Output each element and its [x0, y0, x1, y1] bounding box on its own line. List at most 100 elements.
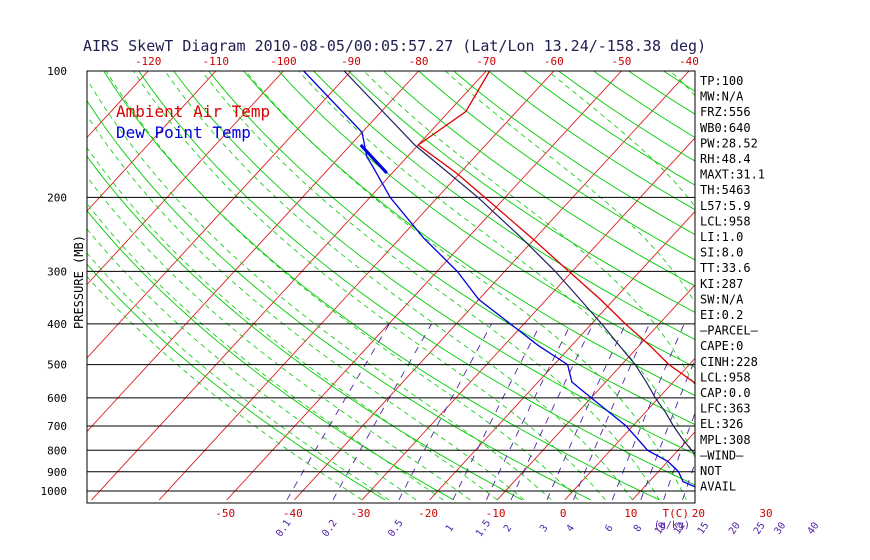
chart-title: AIRS SkewT Diagram 2010-08-05/00:05:57.2…: [83, 37, 706, 55]
dry-adiabat-line: [313, 71, 695, 340]
dry-adiabat-line: [278, 71, 695, 368]
index-label: PW:28.52: [700, 136, 758, 150]
moist-adiabat-line: [297, 71, 695, 459]
top-temp-tick-label: -60: [544, 55, 564, 68]
pressure-tick-label: 900: [47, 466, 67, 479]
mixing-ratio-line: [663, 411, 695, 501]
isotherm-line: [87, 71, 217, 212]
mixing-ratio-line: [816, 324, 866, 500]
dry-adiabat-line: [208, 71, 695, 425]
pressure-tick-label: 200: [47, 191, 67, 204]
bottom-temp-tick-label: -50: [215, 507, 235, 520]
pressure-tick-label: 500: [47, 359, 67, 372]
moist-adiabat-line: [245, 71, 687, 501]
dry-adiabat-line: [103, 71, 660, 501]
mixing-ratio-tick-label: 8: [632, 523, 644, 534]
top-temp-tick-label: -70: [476, 55, 496, 68]
mixing-ratio-tick-label: 0.1: [274, 518, 293, 539]
moist-adiabat-line: [87, 146, 498, 501]
index-label: KI:287: [700, 277, 743, 291]
dry-adiabat-line: [87, 263, 386, 501]
index-label: MPL:308: [700, 433, 751, 447]
top-temp-tick-label: -50: [611, 55, 631, 68]
dry-adiabat-line: [243, 71, 695, 396]
moist-adiabat-line: [87, 275, 363, 501]
top-temp-tick-label: -40: [679, 55, 699, 68]
legend-dewpoint: Dew Point Temp: [116, 123, 251, 142]
pressure-tick-label: 700: [47, 420, 67, 433]
mixing-ratio-ticks: 0.1 0.2 0.5 1 1.5 2 3 4 6 8 10 12 15 20 25 30 40(g/kg): [274, 518, 821, 539]
bottom-temp-tick-label: 20: [692, 507, 705, 520]
dry-adiabat-line: [138, 71, 695, 486]
mixing-ratio-line: [546, 323, 626, 501]
ambient-temp-line: [417, 71, 695, 385]
bottom-temp-unit: T(C): [663, 507, 690, 520]
top-temp-tick-label: -80: [409, 55, 429, 68]
mixing-ratio-line: [783, 324, 836, 500]
isotherm-line: [496, 284, 695, 501]
pressure-tick-label: 600: [47, 392, 67, 405]
bottom-temp-tick-label: -30: [350, 507, 370, 520]
mixing-ratio-tick-label: 4: [565, 523, 577, 534]
dry-adiabat-line: [87, 99, 591, 501]
pressure-tick-label: 1000: [41, 485, 68, 498]
mixing-ratio-line: [640, 358, 695, 501]
mixing-ratio-tick-label: 30: [772, 520, 788, 536]
mixing-ratio-tick-label: 40: [806, 520, 822, 536]
index-label: SW:N/A: [700, 292, 744, 306]
mixing-ratio-line: [332, 323, 432, 501]
dry-adiabat-line: [173, 71, 695, 455]
index-label: —WIND—: [700, 448, 744, 462]
top-temp-tick-label: -120: [135, 55, 162, 68]
index-label: EL:326: [700, 417, 743, 431]
index-label: L57:5.9: [700, 199, 751, 213]
index-label: TT:33.6: [700, 261, 751, 275]
mixing-ratio-tick-label: 1: [444, 523, 456, 534]
index-label: LCL:958: [700, 214, 751, 228]
mixing-ratio-tick-label: 3: [538, 523, 550, 534]
isotherm-line: [87, 71, 420, 433]
isotherm-line: [564, 357, 695, 501]
mixing-ratio-line: [573, 323, 650, 501]
index-label: SI:8.0: [700, 246, 743, 260]
mixing-ratio-line: [611, 323, 685, 501]
index-label: CINH:228: [700, 355, 758, 369]
index-label: —PARCEL—: [700, 324, 759, 338]
bottom-temp-tick-label: 0: [560, 507, 567, 520]
moist-adiabat-line: [133, 71, 606, 501]
pressure-tick-label: 300: [47, 265, 67, 278]
mixing-ratio-tick-label: 25: [752, 520, 768, 536]
moist-adiabat-line: [105, 71, 579, 501]
isotherm-line: [226, 71, 623, 501]
mixing-ratio-line: [762, 324, 818, 500]
index-label: CAP:0.0: [700, 386, 751, 400]
isotherm-line: [87, 71, 285, 286]
index-label: WB0:640: [700, 121, 751, 135]
isotherm-line: [429, 210, 695, 501]
isotherm-line: [91, 71, 487, 501]
dry-adiabat-line: [383, 71, 695, 287]
dry-adiabat-line: [418, 71, 695, 261]
index-label: LCL:958: [700, 370, 751, 384]
index-label: MAXT:31.1: [700, 168, 765, 182]
mixing-ratio-tick-label: 20: [727, 520, 743, 536]
isotherm-line: [87, 71, 149, 139]
moist-adiabat-line: [201, 71, 660, 501]
index-label: MW:N/A: [700, 90, 744, 104]
index-label: TP:100: [700, 74, 743, 88]
mixing-ratio-line: [485, 323, 572, 501]
y-axis-label: PRESSURE (MB): [72, 235, 86, 329]
background-lines: [0, 62, 870, 501]
moist-adiabat-line: [444, 71, 695, 304]
mixing-ratio-tick-label: 0.2: [320, 518, 339, 539]
isotherm-line: [0, 62, 22, 500]
bottom-temp-tick-label: -40: [283, 507, 303, 520]
index-label: NOT: [700, 464, 722, 478]
dry-adiabat-line: [769, 71, 870, 500]
top-temp-tick-label: -90: [341, 55, 361, 68]
dry-adiabat-line: [488, 71, 695, 211]
moist-adiabat-line: [363, 71, 695, 387]
top-temp-ticks: -120 -110 -100 -90 -80 -70 -60 -50 -40: [135, 55, 699, 68]
